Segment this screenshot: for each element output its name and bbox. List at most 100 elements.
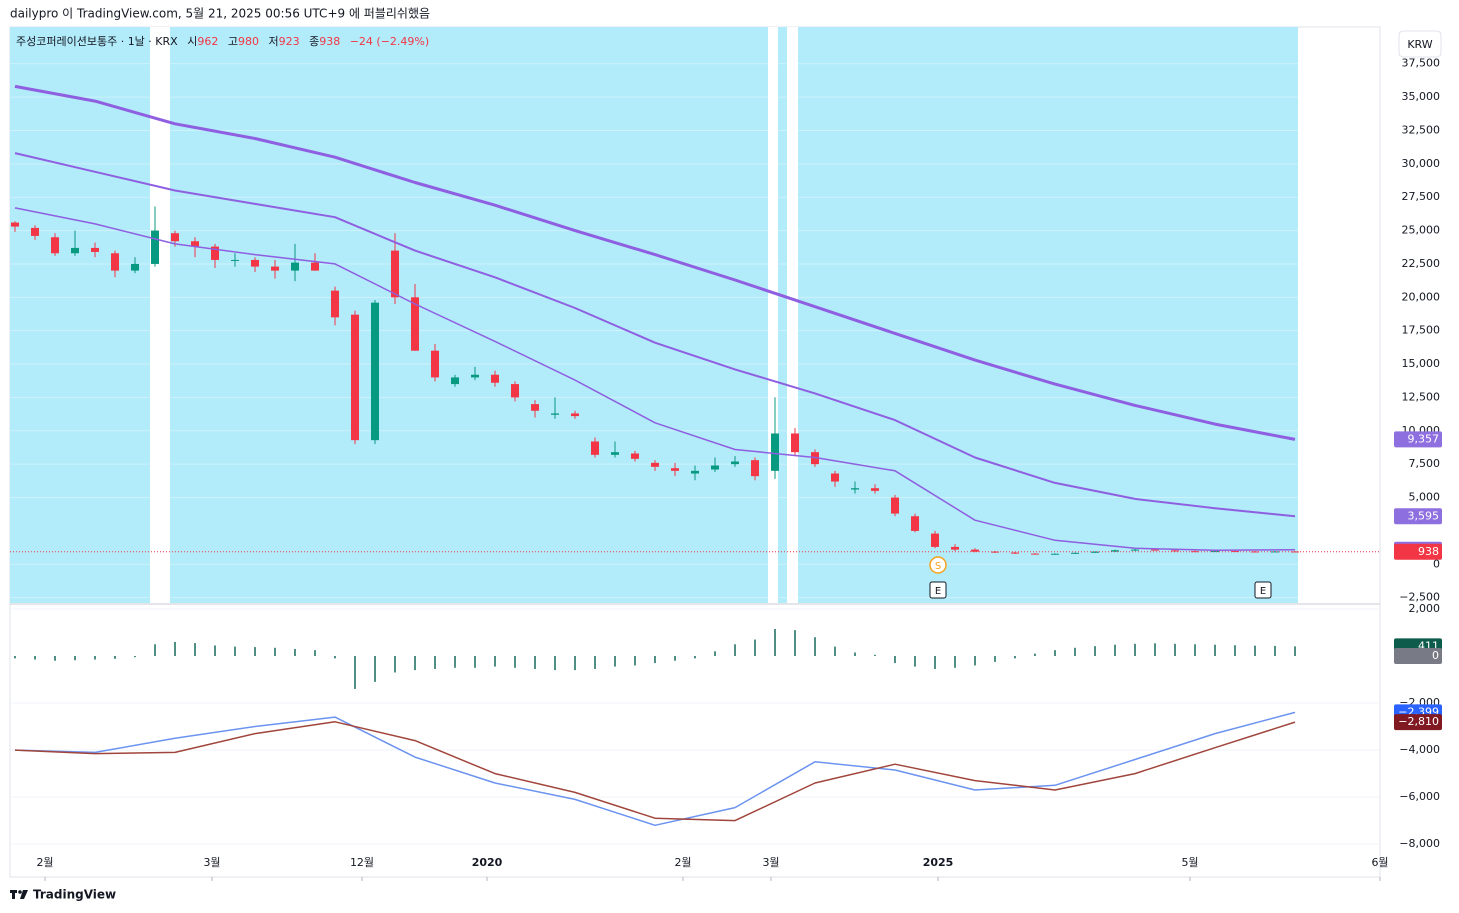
candle-body: [211, 246, 219, 260]
legend-label: 저: [268, 35, 278, 48]
y-tick-label: 32,500: [1402, 123, 1441, 136]
candle-body: [691, 470, 699, 474]
logo-part: [12, 890, 15, 899]
histogram-bar: [374, 656, 376, 682]
currency-label[interactable]: KRW: [1407, 38, 1432, 51]
x-tick-label: 3월: [762, 856, 779, 869]
candle-body: [611, 452, 619, 455]
histogram-bar: [74, 656, 76, 661]
histogram-bar: [994, 656, 996, 662]
histogram-bar: [874, 654, 876, 657]
histogram-bar: [14, 656, 16, 659]
x-tick-label: 2020: [472, 856, 503, 869]
histogram-bar: [294, 648, 296, 657]
candle-body: [271, 266, 279, 271]
event-label: E: [1260, 586, 1266, 597]
candle-body: [831, 473, 839, 482]
currency-button[interactable]: [1398, 30, 1442, 58]
histogram-bar: [234, 646, 236, 657]
y-tick-label: −2,500: [1399, 591, 1440, 604]
histogram-bar: [114, 656, 116, 659]
candle-body: [151, 230, 159, 264]
candle-body: [1051, 553, 1059, 555]
x-tick-label: 3월: [203, 856, 220, 869]
candle-body: [891, 497, 899, 514]
histogram-bar: [1134, 643, 1136, 657]
histogram-bar: [694, 656, 696, 659]
candle-body: [1091, 551, 1099, 553]
histogram-bar: [774, 628, 776, 657]
histogram-bar: [134, 656, 136, 658]
candle-body: [911, 516, 919, 531]
candle-body: [1271, 551, 1279, 553]
candle-body: [91, 247, 99, 252]
x-tick-label: 2월: [36, 856, 53, 869]
y-tick-label: 12,500: [1402, 390, 1441, 403]
legend-value: 938: [319, 35, 340, 48]
price-badge: [1394, 508, 1442, 525]
candle-body: [51, 237, 59, 254]
histogram-bar: [1094, 646, 1096, 657]
candle-body: [1031, 553, 1039, 555]
legend-value: 980: [238, 35, 259, 48]
histogram-bar: [634, 656, 636, 666]
histogram-bar: [1014, 656, 1016, 659]
candle-body: [331, 290, 339, 318]
y-tick-label: 22,500: [1402, 257, 1441, 270]
histogram-bar: [474, 656, 476, 668]
candle-body: [171, 233, 179, 242]
price-badge: [1394, 714, 1442, 731]
candle-body: [771, 433, 779, 471]
session-gap: [787, 27, 798, 603]
histogram-bar: [154, 644, 156, 657]
histogram-bar: [314, 650, 316, 657]
legend-label: 시: [187, 35, 197, 48]
session-band: [10, 27, 1298, 603]
price-badge-label: 3,595: [1408, 509, 1440, 522]
legend-symbol: 주성코퍼레이션보통주 · 1날 · KRX: [16, 35, 178, 48]
histogram-bar: [614, 656, 616, 667]
footer-brand: TradingView: [33, 888, 116, 902]
candle-body: [571, 413, 579, 417]
price-badge-label: 9,357: [1408, 432, 1440, 445]
histogram-bar: [914, 656, 916, 667]
x-tick-label: 12월: [350, 856, 374, 869]
logo-part: [18, 890, 22, 894]
candle-body: [71, 247, 79, 254]
y-tick-label: 5,000: [1409, 491, 1441, 504]
indicator-line: [14, 207, 1296, 552]
histogram-bar: [1034, 653, 1036, 657]
histogram-bar: [1274, 645, 1276, 657]
histogram-bar: [194, 643, 196, 657]
price-badge-label: 0: [1432, 649, 1439, 662]
candle-body: [951, 546, 959, 550]
candle-body: [711, 465, 719, 470]
candle-body: [991, 551, 999, 553]
histogram-bar: [854, 652, 856, 657]
histogram-bar: [494, 656, 496, 667]
histogram-bar: [434, 656, 436, 669]
histogram-bar: [514, 656, 516, 668]
histogram-bar: [534, 656, 536, 669]
x-tick-label: 2월: [674, 856, 691, 869]
y-tick-label: −6,000: [1399, 790, 1440, 803]
histogram-bar: [274, 647, 276, 657]
y-tick-label: −8,000: [1399, 837, 1440, 850]
histogram-bar: [974, 656, 976, 666]
price-badge: [1394, 431, 1442, 448]
indicator-line: [14, 721, 1296, 822]
candle-body: [551, 413, 559, 415]
histogram-bar: [674, 656, 676, 661]
price-badge-label: −2,810: [1398, 715, 1439, 728]
legend: 주성코퍼레이션보통주 · 1날 · KRX 시962 고980 저923 종93…: [16, 35, 429, 48]
candle-body: [931, 533, 939, 547]
price-badge: [1394, 543, 1442, 560]
histogram-bar: [254, 647, 256, 657]
y-tick-label: 20,000: [1402, 290, 1441, 303]
histogram-bar: [1074, 647, 1076, 657]
event-marker: [1254, 581, 1272, 599]
candle-body: [1111, 550, 1119, 552]
histogram-bar: [34, 656, 36, 660]
candle-body: [451, 377, 459, 385]
